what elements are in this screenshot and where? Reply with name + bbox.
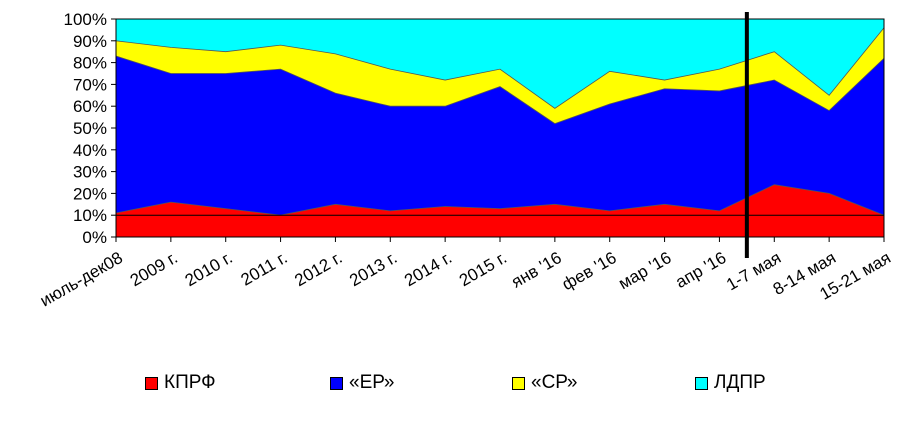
series-boundary-1 [115,55,885,125]
y-tick-label: 20% [73,184,107,203]
y-tick-label: 10% [73,206,107,225]
area-series-3 [116,19,884,109]
x-tick-label: апр '16 [672,248,729,292]
y-tick-label: 80% [73,54,107,73]
y-tick-label: 30% [73,163,107,182]
y-tick-label: 100% [64,10,107,29]
legend-label-ldpr: ЛДПР [714,372,766,393]
x-tick-label: 2015 г. [456,248,510,290]
legend-item-ldpr: ЛДПР [695,372,766,394]
y-tick-label: 60% [73,97,107,116]
x-tick-label: 2010 г. [182,248,236,290]
legend-swatch-sr [512,376,525,390]
legend-swatch-er [330,376,343,390]
legend-item-sr: «СР» [512,372,577,394]
area-series-2 [116,27,884,124]
series-boundary-0 [115,184,885,216]
legend: КПРФ «ЕР» «СР» ЛДПР [0,372,900,402]
y-tick-label: 70% [73,75,107,94]
x-tick-label: янв '16 [508,248,565,292]
legend-item-er: «ЕР» [330,372,394,394]
y-tick-label: 40% [73,141,107,160]
legend-item-kprf: КПРФ [145,372,216,394]
legend-label-sr: «СР» [531,372,578,393]
y-tick-label: 50% [73,119,107,138]
x-tick-label: 2013 г. [346,248,400,290]
x-tick-label: 2009 г. [127,248,181,290]
area-series-1 [116,56,884,216]
legend-label-kprf: КПРФ [164,372,216,393]
stacked-area-chart: 0% 10% 20% 30% 40% 50% 60% 70% 80% 90% 100% июль-де… [37,10,894,310]
x-tick-label: 2011 г. [238,248,291,290]
y-tick-label: 0% [82,228,107,247]
x-tick-label: мар '16 [615,248,674,293]
area-series-0 [116,184,884,237]
legend-swatch-ldpr [695,376,708,390]
x-tick-label: 2012 г. [291,248,345,290]
x-tick-label: 2014 г. [401,248,455,290]
y-tick-label: 90% [73,32,107,51]
legend-label-er: «ЕР» [349,372,395,393]
legend-swatch-kprf [145,376,158,390]
series-boundary-2 [115,27,885,109]
x-tick-label: июль-дек08 [37,248,126,310]
x-tick-label: фев '16 [559,248,620,294]
